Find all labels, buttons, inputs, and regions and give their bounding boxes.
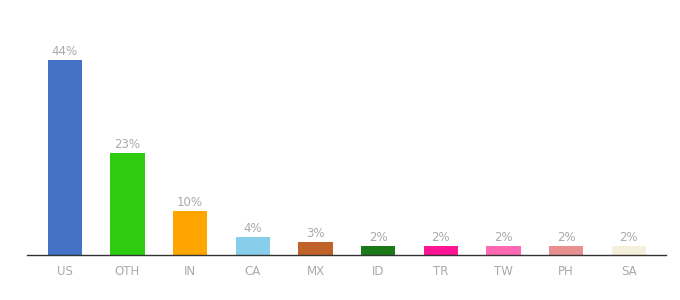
Bar <box>611 246 646 255</box>
Text: 44%: 44% <box>52 45 78 58</box>
Text: 2%: 2% <box>369 231 388 244</box>
Text: 2%: 2% <box>432 231 450 244</box>
Bar <box>424 246 458 255</box>
Text: 23%: 23% <box>114 138 141 151</box>
Text: 2%: 2% <box>557 231 575 244</box>
Text: 3%: 3% <box>306 227 325 240</box>
Text: 2%: 2% <box>494 231 513 244</box>
Bar <box>110 153 145 255</box>
Bar <box>299 242 333 255</box>
Text: 10%: 10% <box>177 196 203 209</box>
Bar <box>549 246 583 255</box>
Bar <box>48 59 82 255</box>
Text: 4%: 4% <box>243 223 262 236</box>
Text: 2%: 2% <box>619 231 638 244</box>
Bar <box>235 237 270 255</box>
Bar <box>361 246 395 255</box>
Bar <box>486 246 521 255</box>
Bar <box>173 211 207 255</box>
